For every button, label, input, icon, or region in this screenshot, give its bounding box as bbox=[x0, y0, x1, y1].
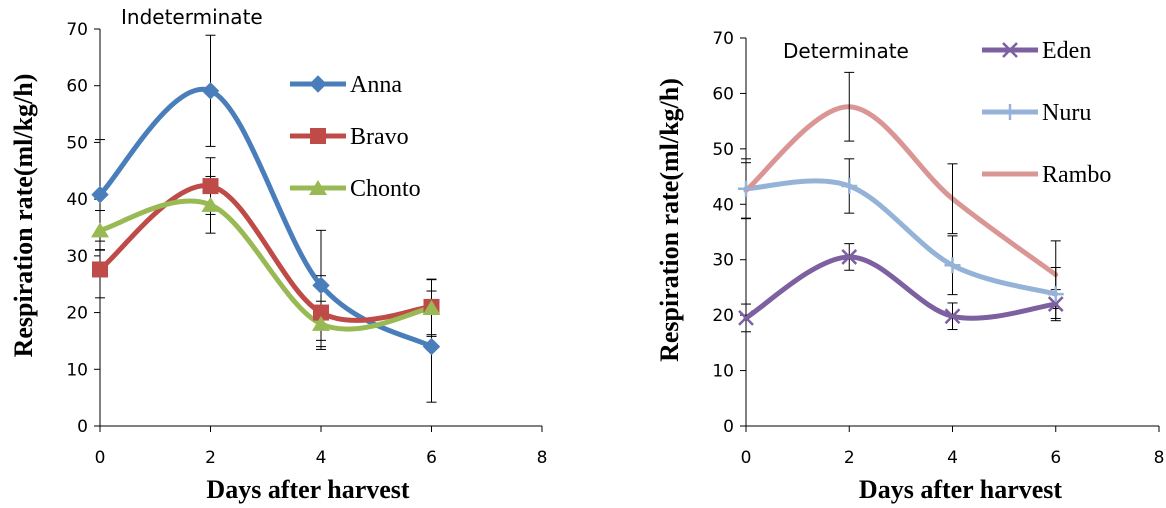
data-point-nuru bbox=[841, 177, 858, 194]
legend-label: Anna bbox=[350, 72, 402, 98]
panel-title: Determinate bbox=[783, 39, 909, 63]
data-point-chonto bbox=[422, 300, 441, 316]
y-tick-label: 20 bbox=[66, 304, 88, 324]
y-tick-label: 70 bbox=[66, 20, 88, 40]
legend-marker bbox=[310, 128, 326, 144]
y-tick-label: 30 bbox=[66, 247, 88, 267]
series-line-anna bbox=[97, 86, 434, 350]
x-tick-label: 0 bbox=[741, 448, 752, 468]
data-point-bravo bbox=[313, 304, 329, 321]
y-tick-label: 70 bbox=[712, 29, 734, 49]
x-tick-label: 0 bbox=[95, 448, 106, 468]
data-point-nuru bbox=[738, 180, 754, 197]
data-point-anna bbox=[201, 82, 220, 100]
y-tick-label: 50 bbox=[66, 133, 88, 153]
data-point-bravo bbox=[202, 178, 219, 195]
legend-marker bbox=[309, 180, 327, 195]
data-point-chonto bbox=[91, 222, 109, 238]
data-point-eden bbox=[1047, 296, 1064, 312]
series-line-eden bbox=[743, 254, 1059, 321]
x-tick-label: 6 bbox=[1050, 448, 1061, 468]
legend-label: Chonto bbox=[350, 176, 421, 202]
x-axis-title: Days after harvest bbox=[206, 475, 409, 504]
data-point-chonto bbox=[312, 315, 330, 331]
data-point-chonto bbox=[201, 196, 220, 212]
data-point-anna bbox=[312, 276, 330, 295]
y-tick-label: 40 bbox=[66, 190, 88, 210]
legend-label: Bravo bbox=[350, 124, 409, 150]
y-tick-label: 10 bbox=[66, 360, 88, 380]
x-axis-title: Days after harvest bbox=[859, 475, 1062, 504]
y-tick-label: 0 bbox=[77, 417, 88, 437]
series-line-chonto bbox=[97, 198, 434, 332]
x-tick-label: 4 bbox=[947, 448, 958, 468]
data-point-bravo bbox=[92, 261, 108, 278]
data-point-nuru bbox=[944, 257, 961, 274]
chart-panel-determinate: 0 10 20 30 40 50 60 70 0 2 4 6 8 Days after harvest Re… bbox=[655, 29, 1164, 504]
legend-label: Rambo bbox=[1042, 162, 1111, 188]
series-line-bravo bbox=[97, 183, 434, 323]
y-tick-label: 50 bbox=[712, 140, 734, 160]
data-point-nuru bbox=[1047, 286, 1064, 303]
y-tick-label: 30 bbox=[712, 251, 734, 271]
x-tick-label: 2 bbox=[844, 448, 855, 468]
y-tick-label: 60 bbox=[712, 84, 734, 104]
data-point-eden bbox=[738, 310, 754, 326]
data-point-anna bbox=[91, 185, 109, 204]
y-tick-label: 40 bbox=[712, 195, 734, 215]
x-tick-label: 2 bbox=[205, 448, 216, 468]
y-tick-label: 0 bbox=[723, 417, 734, 437]
series-line-rambo bbox=[743, 104, 1059, 278]
panel-title: Indeterminate bbox=[121, 5, 263, 29]
x-tick-label: 4 bbox=[316, 448, 327, 468]
x-tick-label: 8 bbox=[537, 448, 548, 468]
y-tick-label: 60 bbox=[66, 77, 88, 97]
data-point-anna bbox=[422, 337, 441, 356]
chart-panel-indeterminate: 0 10 20 30 40 50 60 70 0 2 4 6 8 Days after harvest Re… bbox=[9, 5, 547, 504]
y-axis-title: Respiration rate(ml/kg/h) bbox=[655, 78, 684, 362]
legend-label: Nuru bbox=[1042, 100, 1091, 126]
legend-marker bbox=[1002, 42, 1018, 58]
data-point-eden bbox=[944, 308, 961, 325]
legend-label: Eden bbox=[1042, 38, 1091, 64]
x-tick-label: 6 bbox=[426, 448, 437, 468]
y-tick-label: 20 bbox=[712, 306, 734, 326]
y-tick-label: 10 bbox=[712, 362, 734, 382]
legend-marker bbox=[1002, 104, 1018, 120]
x-tick-label: 8 bbox=[1154, 448, 1165, 468]
data-point-eden bbox=[841, 249, 858, 265]
series-line-nuru bbox=[743, 178, 1059, 297]
legend-marker bbox=[309, 75, 327, 93]
y-axis-title: Respiration rate(ml/kg/h) bbox=[9, 74, 38, 358]
